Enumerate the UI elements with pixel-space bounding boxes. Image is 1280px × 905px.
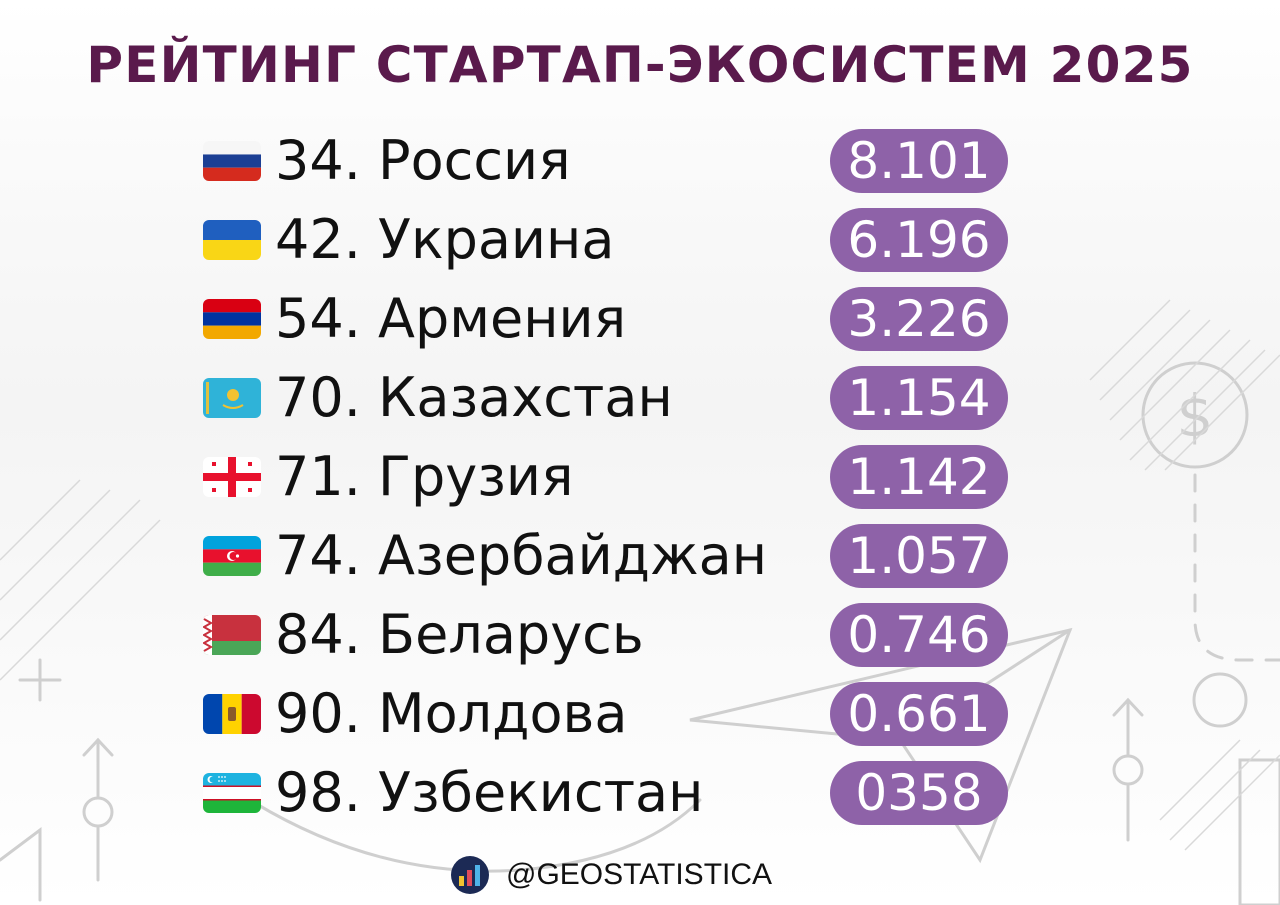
page-title: РЕЙТИНГ СТАРТАП-ЭКОСИСТЕМ 2025 [86, 36, 1194, 94]
country-rank-label: 98. Узбекистан [275, 761, 704, 824]
ranking-row: 54. Армения 3.226 [0, 284, 1280, 354]
country-rank-label: 34. Россия [275, 129, 571, 192]
country-rank-label: 42. Украина [275, 208, 615, 271]
country-rank-label: 71. Грузия [275, 445, 574, 508]
country-rank-label: 74. Азербайджан [275, 524, 768, 587]
score-badge: 0.661 [830, 682, 1008, 746]
russia-flag-icon [203, 141, 261, 181]
country-rank-label: 90. Молдова [275, 682, 628, 745]
country-rank-label: 70. Казахстан [275, 366, 673, 429]
dollar-coin-icon [1141, 361, 1249, 469]
footer-handle: @GEOSTATISTICA [506, 858, 773, 891]
svg-text:$: $ [1177, 382, 1214, 450]
ranking-row: 34. Россия 8.101 [0, 126, 1280, 196]
footer: @GEOSTATISTICA [450, 853, 810, 897]
armenia-flag-icon [203, 299, 261, 339]
country-rank-label: 54. Армения [275, 287, 627, 350]
uzbekistan-flag-icon [203, 773, 261, 813]
kazakhstan-flag-icon [203, 378, 261, 418]
ukraine-flag-icon [203, 220, 261, 260]
score-badge: 1.057 [830, 524, 1008, 588]
azerbaijan-flag-icon [203, 536, 261, 576]
ranking-row: 42. Украина 6.196 [0, 205, 1280, 275]
score-badge: 0358 [830, 761, 1008, 825]
ranking-row: 98. Узбекистан 0358 [0, 758, 1280, 828]
ranking-row: 70. Казахстан 1.154 [0, 363, 1280, 433]
ranking-row: 90. Молдова 0.661 [0, 679, 1280, 749]
moldova-flag-icon [203, 694, 261, 734]
score-badge: 1.154 [830, 366, 1008, 430]
bar-chart-logo-icon [451, 856, 489, 894]
ranking-row: 71. Грузия 1.142 [0, 442, 1280, 512]
ranking-row: 74. Азербайджан 1.057 [0, 521, 1280, 591]
belarus-flag-icon [203, 615, 261, 655]
score-badge: 3.226 [830, 287, 1008, 351]
score-badge: 8.101 [830, 129, 1008, 193]
ranking-row: 84. Беларусь 0.746 [0, 600, 1280, 670]
georgia-flag-icon [203, 457, 261, 497]
score-badge: 6.196 [830, 208, 1008, 272]
score-badge: 1.142 [830, 445, 1008, 509]
score-badge: 0.746 [830, 603, 1008, 667]
country-rank-label: 84. Беларусь [275, 603, 644, 666]
